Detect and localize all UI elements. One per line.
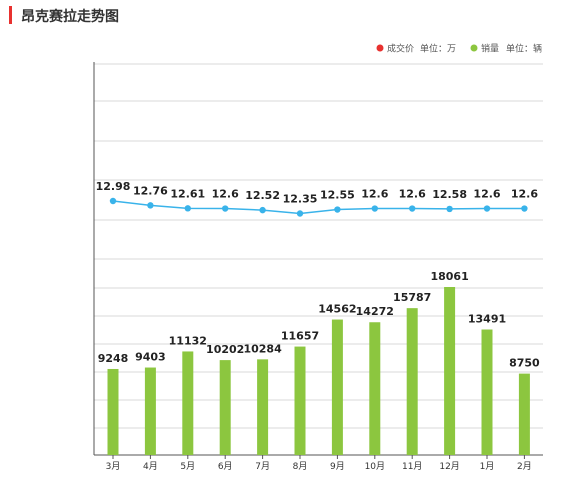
chart-title-bar: 昂克赛拉走势图 (9, 6, 119, 25)
sales-value-label: 9248 (98, 352, 129, 365)
sales-bar (219, 360, 231, 455)
sales-bar (331, 319, 343, 455)
sales-value-label: 11132 (169, 334, 207, 347)
legend-sales-marker-icon (470, 44, 478, 52)
sales-value-label: 10202 (206, 343, 244, 356)
x-tick-label: 6月 (218, 461, 233, 472)
legend-sales-unit: 单位：辆 (506, 43, 542, 55)
x-tick-label: 7月 (255, 461, 270, 472)
sales-bar (518, 373, 530, 455)
price-value-label: 12.98 (96, 180, 131, 193)
sales-bar (444, 287, 456, 455)
sales-value-label: 14562 (318, 303, 356, 316)
sales-value-label: 8750 (509, 357, 540, 370)
price-value-label: 12.76 (133, 184, 168, 197)
sales-bars (107, 287, 530, 455)
grid-lines (94, 63, 543, 429)
sales-bar (144, 367, 156, 455)
price-point (334, 206, 341, 213)
price-value-label: 12.6 (212, 188, 239, 201)
legend-price-label: 成交价 (387, 43, 414, 55)
chart-title: 昂克赛拉走势图 (21, 9, 119, 25)
sales-value-label: 11657 (281, 330, 319, 343)
price-value-label: 12.6 (511, 188, 538, 201)
price-point (483, 205, 491, 212)
price-value-label: 12.52 (245, 189, 280, 202)
price-line-path (112, 200, 525, 215)
price-value-label: 12.35 (283, 193, 318, 206)
x-tick-label: 11月 (402, 461, 422, 472)
x-tick-label: 5月 (180, 461, 195, 472)
price-point (222, 205, 229, 212)
legend-price-marker-icon (376, 44, 384, 52)
sales-bar (182, 351, 194, 455)
price-value-label: 12.61 (170, 187, 205, 200)
sales-bar (294, 346, 306, 455)
price-point (446, 205, 453, 213)
sales-value-label: 9403 (135, 351, 166, 364)
x-tick-label: 8月 (293, 461, 308, 472)
x-tick-label: 3月 (106, 461, 121, 472)
sales-bar (369, 322, 381, 455)
x-tick-label: 1月 (480, 461, 495, 472)
sales-value-label: 15787 (393, 291, 431, 304)
price-value-label: 12.58 (432, 188, 467, 201)
x-tick-label: 4月 (143, 461, 158, 472)
price-point (259, 206, 266, 214)
sales-value-label: 13491 (468, 313, 506, 326)
sales-value-label: 14272 (356, 305, 394, 318)
price-point (409, 205, 416, 212)
x-tick-label: 9月 (330, 461, 345, 472)
sales-bar (107, 368, 119, 455)
legend-price-unit: 单位：万 (420, 43, 456, 55)
legend-sales-label: 销量 (481, 43, 499, 55)
x-tick-label: 10月 (365, 461, 385, 472)
price-point (521, 205, 528, 212)
x-tick-label: 2月 (517, 461, 532, 472)
sales-bar (406, 308, 418, 455)
price-value-label: 12.6 (361, 188, 388, 201)
price-point (296, 210, 304, 217)
price-value-label: 12.55 (320, 189, 355, 202)
axes (93, 62, 543, 459)
price-point (371, 205, 378, 212)
sales-bar (481, 329, 493, 455)
x-tick-labels: 3月 4月 5月 6月 7月 8月 9月 10月 11月 12月 1月 2月 (106, 461, 532, 472)
sales-value-label: 18061 (430, 270, 468, 283)
price-point (147, 202, 154, 209)
sales-bar (257, 359, 269, 455)
price-value-label: 12.6 (473, 188, 500, 201)
legend: 成交价 单位：万 销量 单位：辆 (376, 43, 542, 55)
price-value-label: 12.6 (399, 188, 426, 201)
price-point (109, 197, 117, 205)
x-tick-label: 12月 (439, 461, 459, 472)
price-line: 12.98 12.76 12.61 12.6 12.52 12.35 12.55 12.6 12… (96, 180, 538, 217)
price-point (184, 205, 191, 212)
sales-value-label: 10284 (243, 342, 282, 355)
